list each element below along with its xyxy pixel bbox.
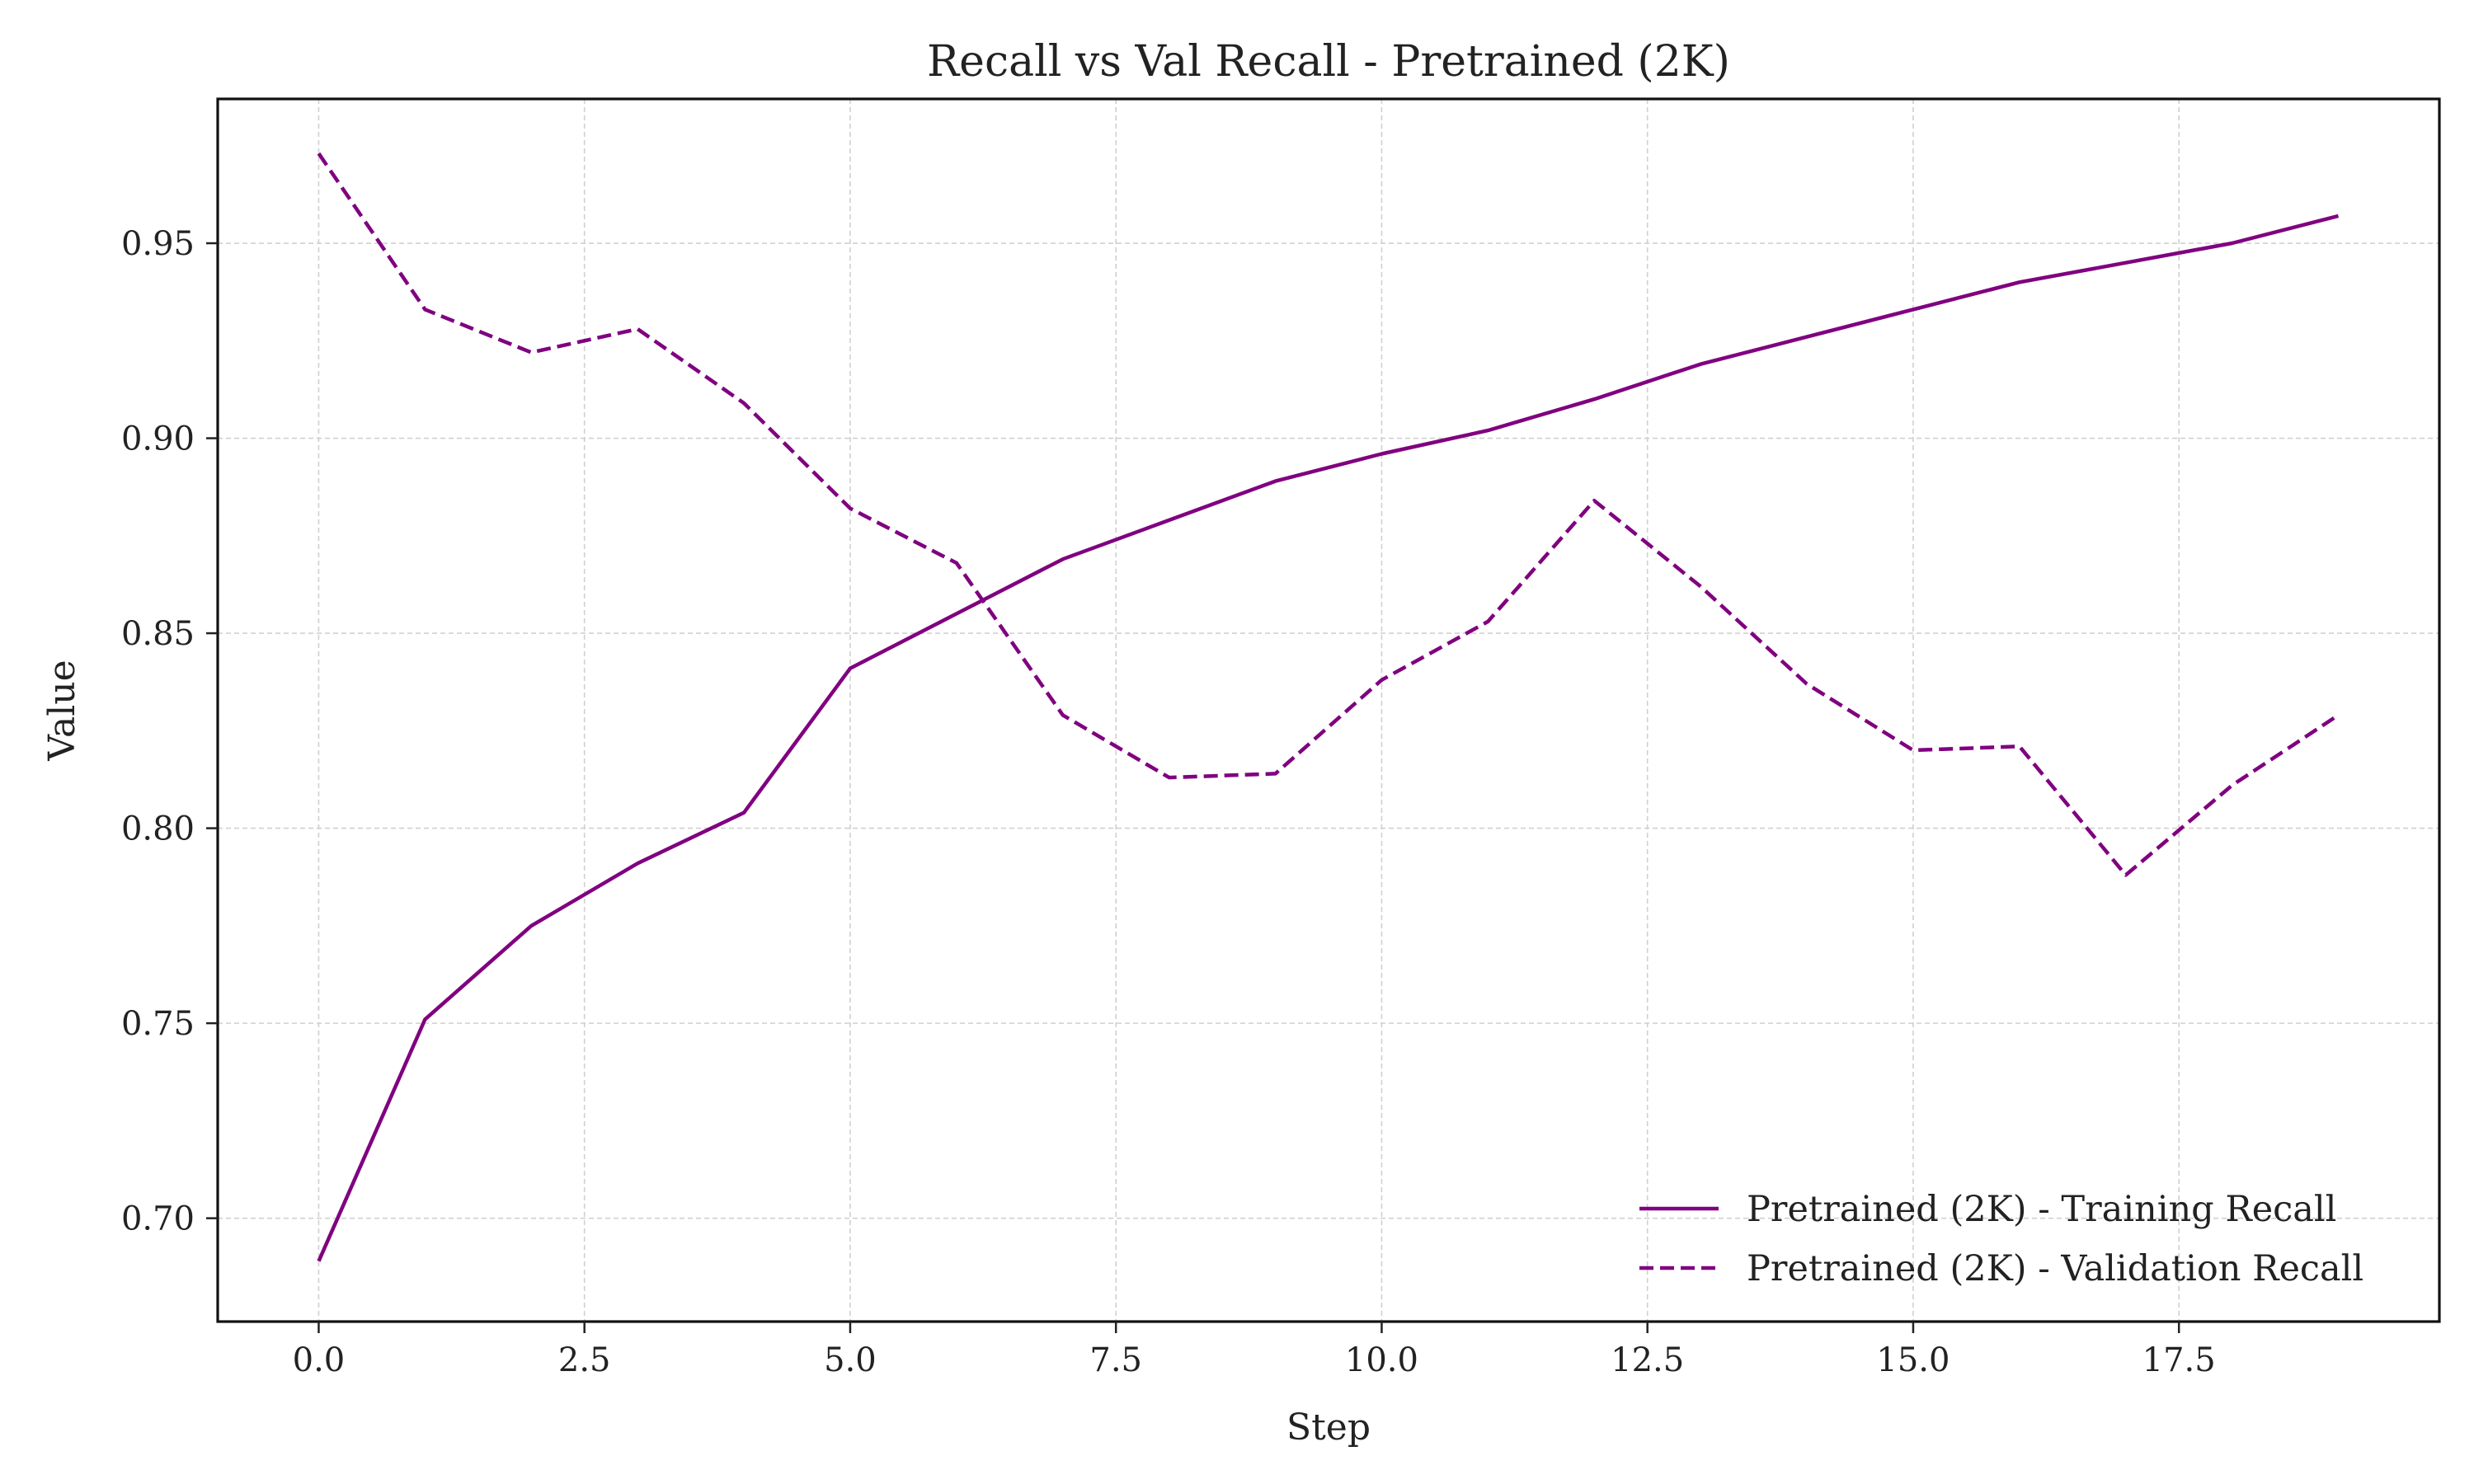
y-axis-label: Value [41, 660, 83, 761]
y-tick-label: 0.90 [121, 420, 195, 458]
x-tick-label: 0.0 [293, 1341, 346, 1379]
x-tick-label: 2.5 [558, 1341, 611, 1379]
legend-label: Pretrained (2K) - Validation Recall [1747, 1248, 2363, 1289]
grid [218, 99, 2439, 1322]
x-tick-label: 17.5 [2142, 1341, 2216, 1379]
y-tick-label: 0.80 [121, 810, 195, 848]
x-axis-label: Step [1286, 1407, 1371, 1449]
y-tick-label: 0.70 [121, 1200, 195, 1238]
chart-title: Recall vs Val Recall - Pretrained (2K) [927, 37, 1730, 87]
y-tick-label: 0.75 [121, 1005, 195, 1043]
y-tick-label: 0.85 [121, 615, 195, 653]
training-recall-line [317, 214, 2340, 1262]
y-tick-label: 0.95 [121, 225, 195, 263]
legend-label: Pretrained (2K) - Training Recall [1747, 1189, 2336, 1230]
axis-ticks: 0.0 2.5 5.0 7.5 10.0 12.5 15.0 17.5 0.70 0.75 0.80… [121, 225, 2216, 1379]
plot-frame [216, 97, 2441, 1323]
legend: Pretrained (2K) - Training Recall Pretrai… [1639, 1189, 2363, 1289]
x-tick-label: 10.0 [1345, 1341, 1418, 1379]
plot-lines [317, 152, 2340, 1262]
x-tick-label: 5.0 [824, 1341, 877, 1379]
x-tick-label: 7.5 [1089, 1341, 1142, 1379]
x-tick-label: 12.5 [1611, 1341, 1684, 1379]
validation-recall-line [317, 152, 2340, 877]
x-tick-label: 15.0 [1876, 1341, 1950, 1379]
